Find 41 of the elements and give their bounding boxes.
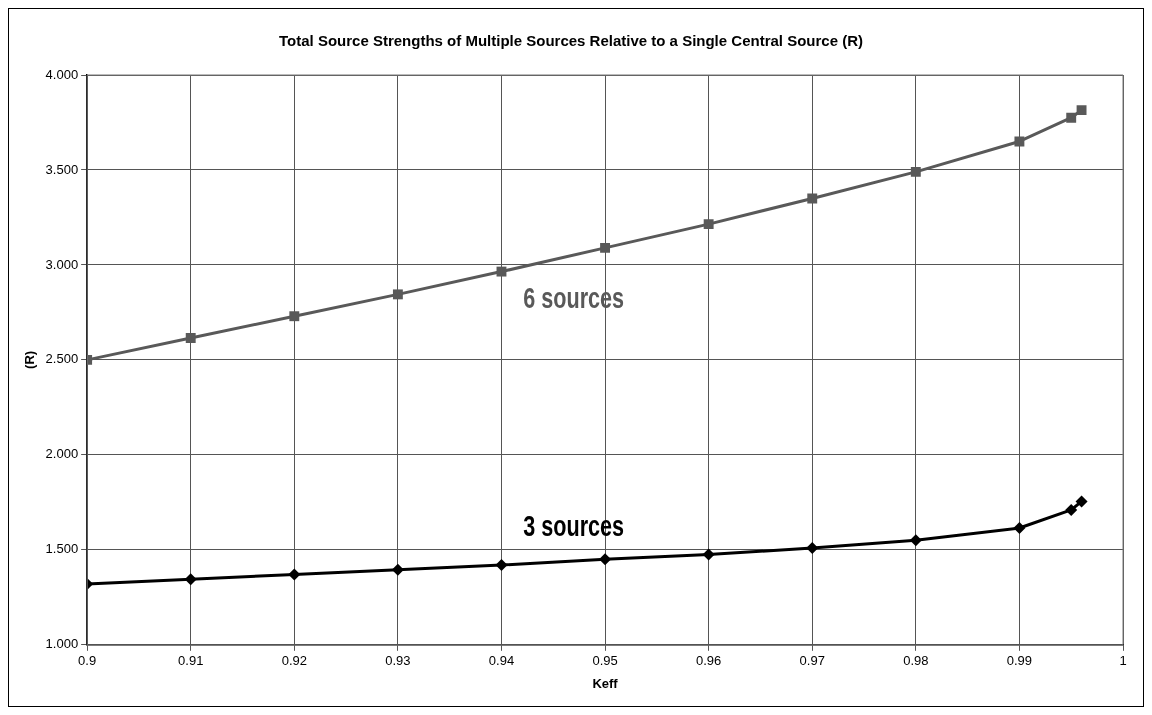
x-tick-label: 1 — [1119, 653, 1127, 669]
point — [1065, 503, 1078, 516]
y-tick-label: 1.000 — [45, 636, 79, 652]
point — [495, 559, 508, 572]
point — [807, 193, 818, 204]
point — [1013, 521, 1026, 534]
point — [1066, 112, 1077, 123]
point — [1014, 136, 1025, 147]
y-tick-label: 2.500 — [45, 351, 79, 367]
chart-title: Total Source Strengths of Multiple Sources Relative to a Single Central Source (R) — [279, 32, 863, 50]
x-axis-title: Keff — [592, 675, 619, 691]
y-tick-label: 1.500 — [45, 541, 79, 557]
x-tick-label: 0.91 — [178, 653, 204, 669]
point — [289, 311, 300, 322]
point — [392, 289, 403, 300]
y-tick-label: 2.000 — [45, 446, 79, 462]
point — [600, 242, 611, 253]
y-tick-label: 3.500 — [45, 161, 79, 177]
x-tick-label: 0.97 — [799, 653, 825, 669]
point — [185, 333, 196, 344]
point — [702, 548, 715, 561]
point — [496, 266, 507, 277]
point — [1076, 105, 1087, 116]
y-axis-title: (R) — [22, 350, 38, 369]
x-tick-label: 0.9 — [78, 653, 97, 669]
point — [703, 219, 714, 230]
point — [288, 568, 301, 581]
x-tick-label: 0.95 — [592, 653, 618, 669]
x-tick-label: 0.96 — [696, 653, 722, 669]
x-tick-label: 0.93 — [385, 653, 411, 669]
x-tick-label: 0.99 — [1006, 653, 1033, 669]
x-tick-label: 0.94 — [488, 653, 515, 669]
x-tick-label: 0.98 — [903, 653, 929, 669]
point — [910, 166, 921, 177]
point — [1075, 495, 1088, 508]
y-tick-label: 4.000 — [45, 66, 79, 82]
y-tick-label: 3.000 — [45, 256, 79, 272]
point — [391, 563, 404, 576]
point — [599, 553, 612, 566]
point — [909, 534, 922, 547]
x-tick-label: 0.92 — [281, 653, 307, 669]
